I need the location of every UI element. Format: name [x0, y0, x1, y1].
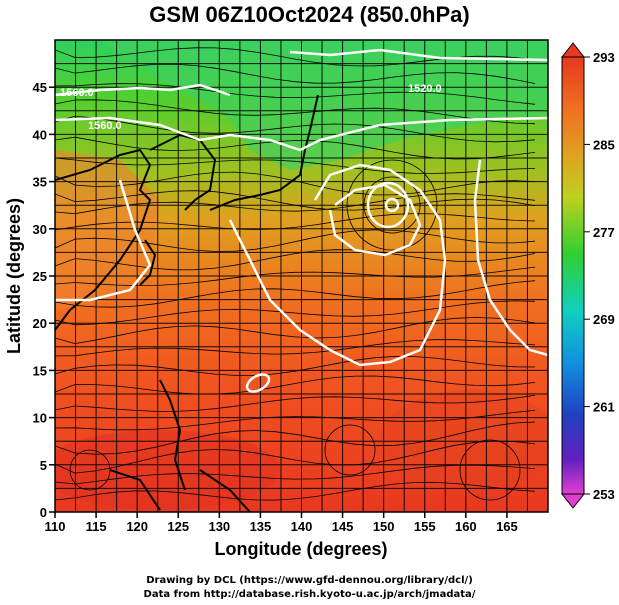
streamline — [55, 440, 536, 474]
streamline — [55, 317, 536, 345]
y-tick-label: 15 — [33, 363, 47, 378]
x-tick-label: 165 — [496, 519, 518, 534]
warm-blob-east — [380, 390, 548, 490]
colorbar-label: 269 — [593, 312, 615, 327]
contour-labels: 1560.0 1560.0 1520.0 — [60, 83, 442, 132]
streamline — [55, 355, 536, 376]
streamline — [55, 300, 536, 326]
map-grid — [55, 40, 548, 512]
streamline — [55, 190, 536, 211]
cool-region — [100, 40, 548, 170]
x-tick-label: 120 — [126, 519, 148, 534]
streamline — [55, 409, 536, 431]
streamline — [55, 464, 536, 485]
streamline — [55, 115, 536, 143]
y-tick-label: 30 — [33, 222, 47, 237]
x-axis: 110 115 120 125 130 135 140 145 150 155 160 165 — [45, 512, 518, 534]
streamline — [55, 375, 536, 395]
streamline — [55, 157, 536, 174]
credit-data: Data from http://database.rish.kyoto-u.a… — [143, 589, 476, 600]
y-axis-title: Latitude (degrees) — [4, 198, 24, 354]
streamline-loop — [459, 439, 521, 501]
x-tick-label: 125 — [167, 519, 189, 534]
streamline — [55, 280, 536, 308]
streamline — [55, 249, 536, 271]
colorbar-label: 261 — [593, 400, 615, 415]
contour-label: 1520.0 — [408, 83, 442, 95]
colorbar-label: 285 — [593, 137, 615, 152]
colorbar-label: 293 — [593, 50, 615, 65]
streamline — [55, 83, 536, 105]
streamline — [55, 136, 536, 160]
colorbar-label: 253 — [593, 487, 615, 502]
streamline — [55, 481, 536, 501]
y-tick-label: 45 — [33, 80, 47, 95]
x-tick-label: 150 — [373, 519, 395, 534]
colorbar-bottom-arrow — [560, 493, 586, 509]
streamline — [55, 193, 536, 215]
x-tick-label: 155 — [414, 519, 436, 534]
x-tick-label: 115 — [86, 519, 107, 534]
warm-region-west — [55, 150, 160, 310]
streamline-loop — [363, 176, 421, 234]
streamline-loop — [324, 424, 376, 476]
x-tick-label: 130 — [208, 519, 230, 534]
y-tick-label: 5 — [40, 458, 47, 473]
streamline — [55, 63, 536, 84]
y-tick-label: 25 — [33, 269, 47, 284]
y-tick-label: 0 — [40, 505, 47, 520]
x-tick-label: 135 — [250, 519, 272, 534]
streamline — [55, 421, 536, 455]
y-tick-label: 20 — [33, 316, 47, 331]
y-tick-label: 40 — [33, 127, 47, 142]
y-tick-label: 10 — [33, 411, 47, 426]
x-axis-title: Longitude (degrees) — [214, 539, 387, 559]
colorbar: 293 285 277 269 261 253 — [560, 42, 615, 509]
streamline — [55, 213, 536, 231]
x-tick-label: 140 — [291, 519, 313, 534]
contour-label: 1560.0 — [88, 120, 122, 132]
streamline — [55, 99, 536, 125]
x-tick-label: 110 — [45, 519, 66, 534]
contours — [55, 48, 548, 393]
credit-drawing: Drawing by DCL (https://www.gfd-dennou.o… — [146, 575, 473, 586]
streamline — [55, 171, 536, 196]
chart-title: GSM 06Z10Oct2024 (850.0hPa) — [149, 2, 470, 27]
contour-label: 1560.0 — [60, 87, 94, 99]
colorbar-top-arrow — [560, 42, 586, 58]
streamline — [55, 229, 536, 252]
x-tick-label: 145 — [332, 519, 354, 534]
streamlines — [55, 47, 536, 501]
y-axis: 0 5 10 15 20 25 30 35 40 45 — [33, 80, 55, 520]
colorbar-label: 277 — [593, 225, 615, 240]
colorbar-scale — [561, 56, 585, 495]
streamline — [55, 339, 536, 357]
coastline — [55, 94, 319, 512]
y-tick-label: 35 — [33, 175, 47, 190]
x-tick-label: 160 — [455, 519, 477, 534]
streamline — [55, 394, 536, 412]
streamline-loop — [346, 159, 438, 251]
